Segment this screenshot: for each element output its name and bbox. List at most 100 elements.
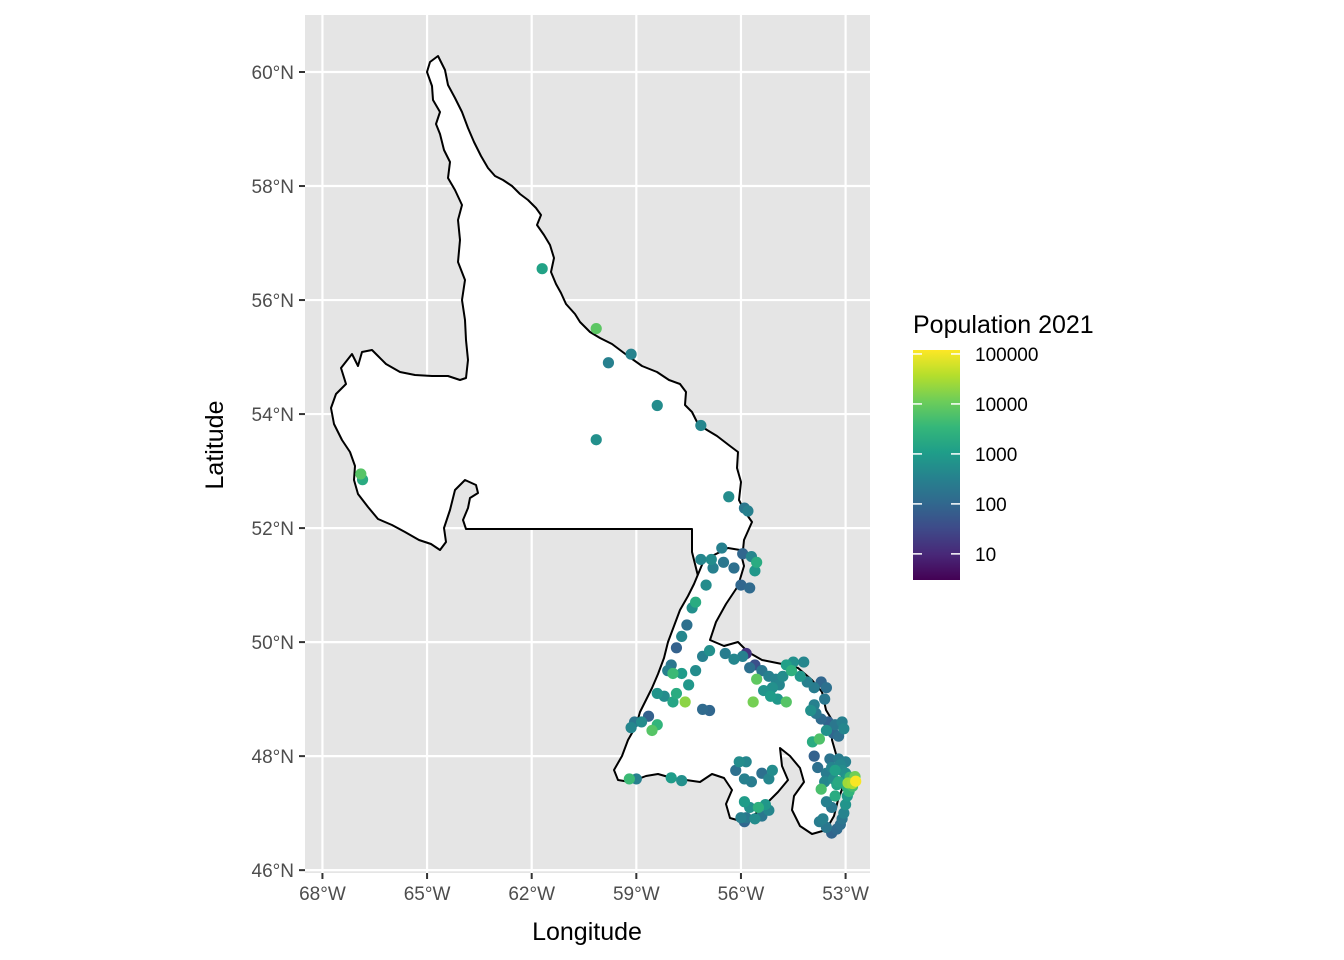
community-point: [735, 579, 747, 591]
legend-label-1: 10000: [975, 395, 1028, 416]
y-tick-label-0: 46°N: [252, 861, 294, 882]
community-point: [815, 783, 827, 795]
community-point: [733, 756, 745, 768]
community-point: [738, 773, 751, 785]
community-point: [679, 696, 691, 708]
community-point: [829, 790, 841, 802]
x-tick-label-2: 62°W: [508, 884, 555, 905]
community-point: [602, 357, 615, 369]
community-point: [765, 690, 777, 702]
community-point: [670, 642, 683, 654]
community-point: [749, 565, 761, 577]
community-point: [355, 468, 367, 480]
community-point: [819, 693, 831, 705]
legend-label-4: 10: [975, 545, 996, 566]
community-point: [808, 750, 820, 762]
community-point: [777, 670, 789, 682]
community-point: [763, 773, 775, 785]
y-tick-label-7: 60°N: [252, 63, 294, 84]
community-point: [623, 773, 635, 785]
community-point: [625, 348, 637, 360]
community-point: [817, 813, 829, 825]
x-tick-label-0: 68°W: [299, 884, 346, 905]
labrador-landmass: [330, 55, 753, 587]
community-point: [676, 775, 688, 787]
community-point: [744, 582, 756, 594]
community-point: [747, 696, 759, 708]
legend-label-0: 100000: [975, 345, 1038, 366]
community-point: [742, 505, 754, 517]
community-point: [667, 667, 679, 680]
community-point: [850, 775, 862, 787]
community-point: [798, 656, 810, 668]
x-tick-label-3: 59°W: [613, 884, 660, 905]
y-tick-label-4: 54°N: [252, 405, 294, 426]
y-axis-title: Latitude: [201, 401, 229, 490]
community-point: [703, 645, 716, 657]
community-point: [813, 733, 826, 745]
community-point: [651, 687, 663, 700]
community-point: [738, 796, 751, 808]
community-point: [728, 653, 740, 665]
legend: Population 2021 100000 10000 1000 100 10: [913, 311, 1094, 580]
community-point: [651, 399, 663, 412]
community-point: [766, 682, 778, 694]
community-point: [737, 650, 749, 662]
community-point: [646, 724, 658, 737]
community-point: [719, 647, 731, 660]
community-point: [683, 679, 695, 691]
community-point: [794, 670, 806, 682]
community-point: [716, 542, 728, 554]
legend-breaks: 100000 10000 1000 100 10: [913, 345, 1038, 566]
community-point: [707, 562, 719, 574]
legend-title: Population 2021: [913, 311, 1094, 339]
community-point: [667, 696, 679, 708]
community-point: [751, 673, 763, 685]
community-point: [785, 665, 798, 677]
community-point: [717, 556, 730, 568]
community-point: [735, 812, 747, 824]
community-point: [625, 722, 637, 734]
community-point: [590, 434, 602, 446]
x-axis-title: Longitude: [532, 918, 642, 946]
y-tick-label-3: 52°N: [252, 519, 294, 540]
community-point: [696, 703, 709, 715]
x-tick-label-5: 53°W: [822, 884, 869, 905]
community-point: [744, 662, 756, 674]
legend-label-2: 1000: [975, 445, 1017, 466]
community-point: [820, 682, 833, 694]
community-point: [766, 764, 778, 776]
community-point: [820, 796, 833, 808]
community-point: [695, 553, 707, 566]
community-point: [829, 764, 841, 776]
community-point: [838, 807, 850, 819]
community-point: [681, 619, 693, 631]
community-point: [824, 753, 836, 765]
community-point: [730, 764, 742, 776]
community-point: [805, 704, 817, 717]
community-point: [728, 562, 740, 574]
community-point: [676, 630, 688, 643]
community-point: [695, 419, 707, 432]
community-point: [833, 776, 845, 788]
y-tick-label-6: 58°N: [252, 177, 294, 198]
community-point: [705, 553, 717, 566]
community-point: [590, 322, 602, 335]
legend-colorbar: [913, 350, 960, 580]
community-point: [752, 801, 764, 814]
y-tick-label-2: 50°N: [252, 633, 294, 654]
community-point: [839, 798, 852, 811]
community-point: [670, 687, 683, 700]
community-point: [536, 263, 548, 275]
community-point: [749, 813, 761, 825]
y-tick-label-1: 48°N: [252, 747, 294, 768]
y-axis: 46°N 48°N 50°N 52°N 54°N 56°N 58°N 60°N: [252, 63, 305, 882]
community-point: [690, 596, 702, 608]
community-point: [635, 716, 648, 728]
y-tick-label-5: 56°N: [252, 291, 294, 312]
community-point: [665, 772, 677, 784]
community-point: [690, 665, 702, 677]
community-point: [676, 667, 688, 680]
x-axis: 68°W 65°W 62°W 59°W 56°W 53°W: [299, 873, 869, 905]
